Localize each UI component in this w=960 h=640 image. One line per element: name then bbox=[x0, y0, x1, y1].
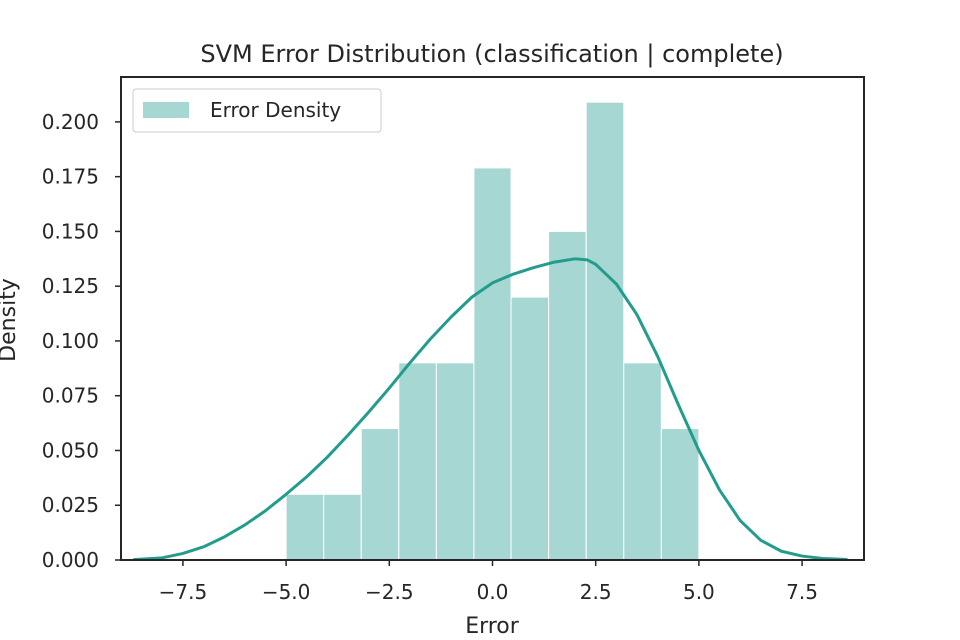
kde-curve bbox=[133, 257, 848, 562]
y-axis-label: Density bbox=[0, 278, 21, 362]
histogram-bar bbox=[360, 428, 400, 561]
histogram-bar bbox=[660, 428, 700, 561]
y-tick-label: 0.025 bbox=[42, 493, 99, 517]
y-axis-ticks: 0.000 0.025 0.050 0.075 0.100 0.125 0.150 0.175… bbox=[42, 110, 121, 572]
x-tick-label: −5.0 bbox=[262, 580, 311, 604]
histogram-bar bbox=[398, 362, 437, 561]
x-tick-label: −2.5 bbox=[365, 580, 414, 604]
x-axis-label: Error bbox=[465, 614, 520, 639]
histogram-bar bbox=[435, 362, 475, 561]
legend-box bbox=[132, 88, 382, 133]
legend-label: Error Density bbox=[210, 98, 341, 122]
y-tick-label: 0.000 bbox=[42, 548, 99, 572]
y-tick-label: 0.200 bbox=[42, 110, 99, 134]
y-tick-label: 0.175 bbox=[42, 165, 99, 189]
x-tick-label: 0.0 bbox=[477, 580, 509, 604]
kde-line bbox=[133, 257, 848, 562]
histogram-bar bbox=[623, 362, 662, 561]
histogram-bar bbox=[585, 101, 625, 561]
y-tick-label: 0.075 bbox=[42, 384, 99, 408]
y-tick-label: 0.100 bbox=[42, 329, 99, 353]
x-tick-label: 5.0 bbox=[683, 580, 715, 604]
y-tick-label: 0.125 bbox=[42, 274, 99, 298]
histogram-bars bbox=[285, 101, 700, 561]
x-tick-label: 2.5 bbox=[580, 580, 612, 604]
histogram-bar bbox=[285, 493, 325, 561]
y-tick-label: 0.150 bbox=[42, 219, 99, 243]
chart-title: SVM Error Distribution (classification |… bbox=[200, 40, 783, 68]
legend-swatch bbox=[143, 102, 189, 118]
x-axis-ticks: −7.5 −5.0 −2.5 0.0 2.5 5.0 7.5 bbox=[159, 560, 818, 604]
histogram-bar bbox=[548, 230, 587, 561]
x-tick-label: −7.5 bbox=[159, 580, 208, 604]
legend: Error Density bbox=[132, 88, 382, 133]
histogram-bar bbox=[510, 296, 550, 561]
y-tick-label: 0.050 bbox=[42, 438, 99, 462]
histogram-bar bbox=[473, 167, 512, 561]
x-tick-label: 7.5 bbox=[786, 580, 818, 604]
histogram-bar bbox=[323, 493, 362, 561]
